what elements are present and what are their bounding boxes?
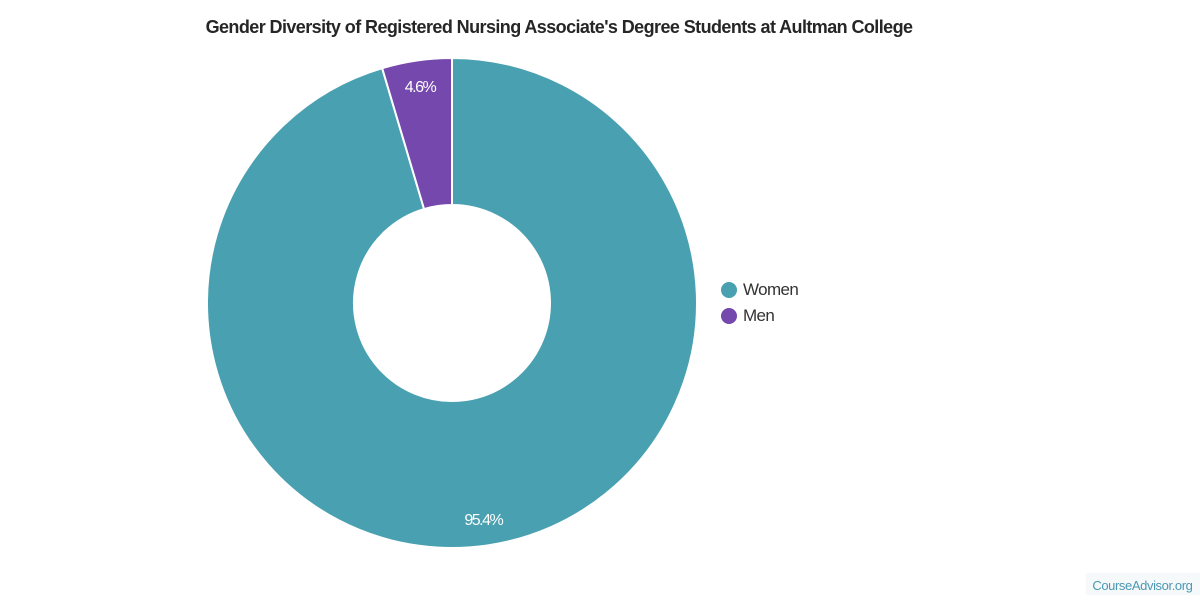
svg-text:95.4%: 95.4% xyxy=(464,512,503,529)
svg-text:4.6%: 4.6% xyxy=(405,79,437,96)
